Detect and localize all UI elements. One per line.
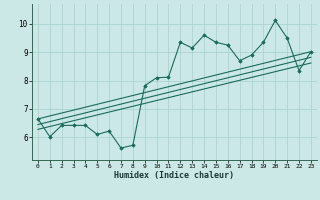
X-axis label: Humidex (Indice chaleur): Humidex (Indice chaleur) xyxy=(115,171,234,180)
